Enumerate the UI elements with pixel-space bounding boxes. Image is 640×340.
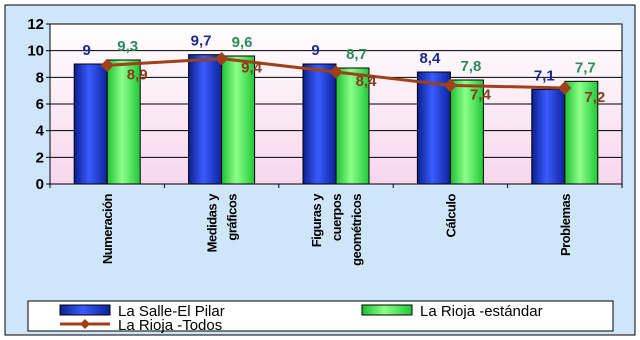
x-category-label-line: Cálculo <box>443 193 458 237</box>
x-category-label: Medidas y gráficos <box>205 193 240 253</box>
legend-label: La Rioja -Todos <box>118 317 222 334</box>
data-label: 9,6 <box>232 34 253 51</box>
data-label: 7,1 <box>534 67 555 84</box>
data-label: 9,4 <box>241 60 263 77</box>
line-marker <box>558 81 572 95</box>
y-tick-label: 10 <box>27 43 44 60</box>
legend-label: La Salle-El Pilar <box>118 303 225 320</box>
y-axis-tick-labels: 0 2 4 6 8 10 12 <box>27 16 44 193</box>
data-label: 8,9 <box>127 66 148 83</box>
bar-la-salle <box>188 54 223 185</box>
data-label: 7,8 <box>460 58 481 75</box>
bar-rioja-estandar <box>335 67 370 185</box>
legend-swatch <box>59 304 111 316</box>
x-category-label-line: Figuras y <box>309 193 324 248</box>
legend: La Salle-El Pilar La Rioja -estándar La Ri… <box>27 300 614 334</box>
line-marker <box>329 65 343 79</box>
x-category-label: Figuras y cuerpos geométricos <box>309 193 364 266</box>
x-category-label-line: geométricos <box>349 194 364 266</box>
x-category-label-line: Numeración <box>100 193 115 264</box>
bar-la-salle <box>416 71 451 185</box>
y-tick-label: 6 <box>36 96 44 113</box>
legend-swatch <box>361 304 413 316</box>
line-marker <box>443 78 458 93</box>
bar-rioja-estandar <box>564 80 599 185</box>
legend-box <box>27 300 614 332</box>
y-tick-label: 8 <box>36 69 44 86</box>
x-category-label: Problemas <box>558 194 573 256</box>
x-category-label-line: gráficos <box>225 194 240 241</box>
x-category-label-line: cuerpos <box>329 194 344 241</box>
data-labels: 9 9,7 9 8,4 7,1 9,3 9,6 8,7 7,8 7,7 8,9 9,4 8,4 7,4 7,… <box>83 33 606 106</box>
data-label: 8,4 <box>419 50 441 67</box>
legend-label: La Rioja -estándar <box>420 303 543 320</box>
bar-la-salle <box>302 63 337 185</box>
data-label: 8,7 <box>346 46 367 63</box>
bar-rioja-estandar <box>221 55 256 185</box>
data-label: 9 <box>83 42 91 59</box>
x-category-label-line: Medidas y <box>205 193 220 253</box>
x-axis-tick-labels: Numeración Medidas y gráficos Figuras y cuer… <box>100 193 573 266</box>
x-category-label: Numeración <box>100 193 115 264</box>
line-marker <box>214 51 229 66</box>
x-category-label: Cálculo <box>443 193 458 237</box>
legend-marker <box>80 319 90 329</box>
line-series <box>100 51 572 95</box>
bar-la-salle <box>73 63 108 185</box>
data-label: 8,4 <box>356 73 378 90</box>
y-tick-label: 0 <box>36 176 44 193</box>
data-label: 9,7 <box>191 33 212 50</box>
bars <box>73 54 599 185</box>
y-tick-label: 2 <box>36 149 44 166</box>
y-tick-label: 4 <box>36 123 45 140</box>
data-label: 7,2 <box>584 89 605 106</box>
line-marker <box>100 58 114 73</box>
data-label: 9 <box>311 42 319 59</box>
y-tick-label: 12 <box>27 16 44 33</box>
bar-rioja-estandar <box>106 59 141 185</box>
x-category-label-line: Problemas <box>558 194 573 256</box>
data-label: 7,7 <box>575 59 596 76</box>
bar-la-salle <box>531 88 566 185</box>
bar-rioja-estandar <box>449 79 484 185</box>
data-label: 7,4 <box>470 86 492 103</box>
data-label: 9,3 <box>117 38 138 55</box>
